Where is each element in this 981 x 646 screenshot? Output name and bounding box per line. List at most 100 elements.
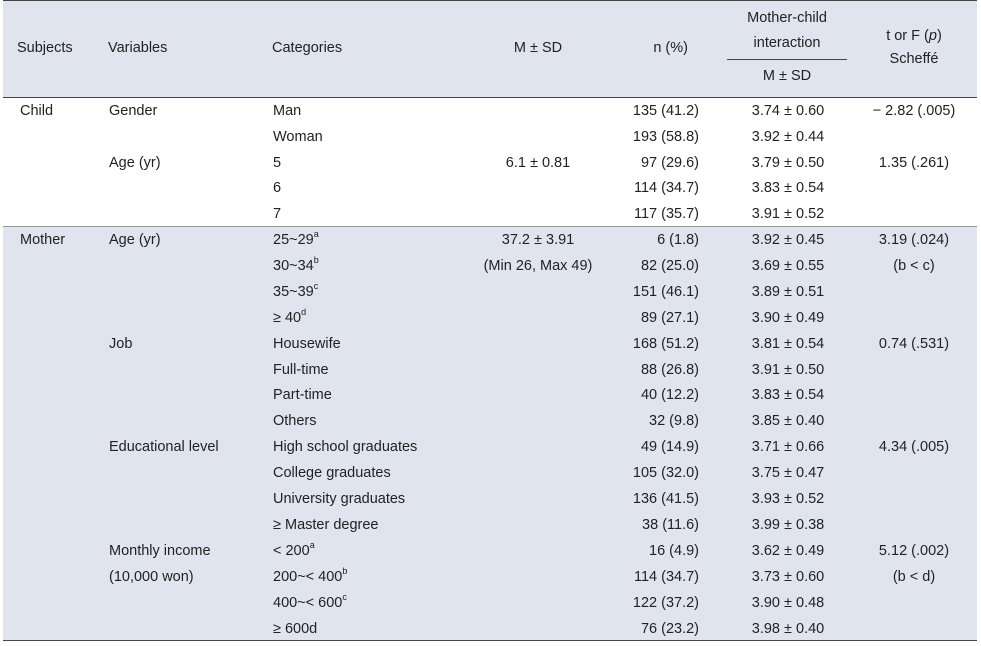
table-row: Job Housewife 168 (51.2) 3.81 ± 0.54 0.74 (.…	[3, 331, 977, 357]
table-row: Educational level High school graduates 49…	[3, 434, 977, 460]
variable-cell: Gender	[109, 103, 158, 119]
mci-cell: 3.62 ± 0.49	[751, 542, 825, 559]
category-cell: 7	[273, 201, 281, 227]
category-text: 5	[273, 154, 282, 171]
category-cell: < 200a	[273, 538, 315, 564]
variable-cell: Job	[109, 335, 133, 352]
mci-cell: 3.74 ± 0.60	[751, 103, 825, 119]
category-superscript: d	[301, 306, 307, 317]
category-cell: 200~< 400b	[273, 564, 347, 590]
mci-cell: 3.89 ± 0.51	[751, 283, 825, 300]
category-text: 6	[273, 180, 282, 197]
category-cell: College graduates	[273, 460, 391, 486]
mci-cell: 3.85 ± 0.40	[751, 413, 825, 430]
table-row: Woman 193 (58.8) 3.92 ± 0.44	[3, 124, 977, 150]
table-row: Age (yr) 5 6.1 ± 0.81 97 (29.6) 3.79 ± 0.50 1…	[3, 150, 977, 176]
category-text: 7	[273, 206, 282, 223]
category-cell: Man	[273, 98, 301, 124]
variable-cell: Age (yr)	[109, 154, 161, 171]
table-row: University graduates 136 (41.5) 3.93 ± 0.5…	[3, 486, 977, 512]
mci-cell: 3.73 ± 0.60	[751, 568, 825, 585]
mci-cell: 3.90 ± 0.49	[751, 309, 825, 326]
category-cell: ≥ Master degree	[273, 512, 378, 538]
header-mci-msd: M ± SD	[762, 68, 812, 84]
category-text: Housewife	[273, 335, 341, 352]
table-row: (10,000 won) 200~< 400b 114 (34.7) 3.73 ± 0…	[3, 564, 977, 590]
tf-cell: − 2.82 (.005)	[872, 103, 956, 119]
table-row: 400~< 600c 122 (37.2) 3.90 ± 0.48	[3, 590, 977, 616]
n-pct-cell: 82 (25.0)	[640, 257, 699, 274]
category-cell: University graduates	[273, 486, 405, 512]
category-text: < 200	[273, 542, 310, 559]
table-row: ≥ Master degree 38 (11.6) 3.99 ± 0.38	[3, 512, 977, 538]
subject-child: Child	[20, 103, 54, 119]
table-row: ≥ 600d 76 (23.2) 3.98 ± 0.40	[3, 616, 977, 642]
n-pct-cell: 97 (29.6)	[640, 154, 699, 171]
category-text: ≥ 600d	[273, 620, 318, 637]
mci-cell: 3.69 ± 0.55	[751, 257, 825, 274]
category-cell: 5	[273, 150, 281, 176]
n-pct-cell: 105 (32.0)	[632, 465, 699, 482]
category-cell: Housewife	[273, 331, 341, 357]
header-mci-line1: Mother-child	[747, 10, 827, 26]
header-mci-line2: interaction	[753, 35, 821, 51]
category-cell: High school graduates	[273, 434, 417, 460]
category-text: Full-time	[273, 361, 329, 378]
category-text: College graduates	[273, 465, 391, 482]
table-header: Subjects Variables Categories M ± SD n (…	[3, 0, 977, 98]
category-text: University graduates	[273, 491, 406, 507]
n-pct-cell: 117 (35.7)	[633, 206, 699, 223]
n-pct-cell: 88 (26.8)	[640, 361, 699, 378]
header-n-pct: n (%)	[653, 40, 688, 56]
mci-cell: 3.75 ± 0.47	[751, 465, 825, 482]
variable-cell: Educational level	[109, 439, 219, 456]
n-pct-cell: 6 (1.8)	[657, 232, 699, 248]
category-cell: Others	[273, 408, 317, 434]
table-row: ≥ 40d 89 (27.1) 3.90 ± 0.49	[3, 305, 977, 331]
category-cell: 30~34b	[273, 253, 319, 279]
child-section: Child Gender Man 135 (41.2) 3.74 ± 0.60 − 2.…	[3, 98, 977, 226]
tf-cell: 4.34 (.005)	[878, 439, 950, 456]
n-pct-cell: 76 (23.2)	[640, 620, 699, 637]
n-pct-cell: 168 (51.2)	[632, 335, 699, 352]
tf-cell: (b < c)	[893, 257, 935, 274]
n-pct-cell: 38 (11.6)	[642, 516, 699, 533]
table-row: 6 114 (34.7) 3.83 ± 0.54	[3, 175, 977, 201]
tf-cell: 5.12 (.002)	[878, 542, 950, 559]
category-cell: 400~< 600c	[273, 590, 347, 616]
category-text: High school graduates	[273, 439, 418, 456]
header-tf-line1: t or F (p)	[886, 28, 942, 44]
category-superscript: c	[313, 280, 319, 291]
n-pct-cell: 151 (46.1)	[632, 283, 699, 300]
category-superscript: a	[313, 229, 319, 240]
mci-cell: 3.98 ± 0.40	[751, 620, 825, 637]
mci-cell: 3.91 ± 0.50	[751, 361, 825, 378]
mci-cell: 3.99 ± 0.38	[751, 516, 825, 533]
category-cell: 25~29a	[273, 227, 319, 253]
table-row: 7 117 (35.7) 3.91 ± 0.52	[3, 201, 977, 227]
table-row: Others 32 (9.8) 3.85 ± 0.40	[3, 408, 977, 434]
table-row: Gender Man 135 (41.2) 3.74 ± 0.60 − 2.82 (.0…	[3, 98, 977, 124]
category-cell: Woman	[273, 124, 323, 150]
tf-cell: (b < d)	[892, 568, 936, 585]
mci-cell: 3.79 ± 0.50	[751, 154, 825, 171]
category-text: ≥ 40	[273, 309, 302, 326]
category-cell: 6	[273, 175, 281, 201]
category-text: Man	[273, 103, 302, 119]
n-pct-cell: 40 (12.2)	[640, 387, 699, 404]
header-variables: Variables	[108, 40, 168, 56]
category-cell: Full-time	[273, 357, 329, 383]
msd-cell: (Min 26, Max 49)	[483, 257, 593, 274]
table-row: Full-time 88 (26.8) 3.91 ± 0.50	[3, 357, 977, 383]
table-row: College graduates 105 (32.0) 3.75 ± 0.47	[3, 460, 977, 486]
header-categories: Categories	[272, 40, 343, 56]
n-pct-cell: 193 (58.8)	[632, 128, 699, 145]
category-cell: Part-time	[273, 382, 332, 408]
msd-cell: 6.1 ± 0.81	[505, 154, 571, 171]
category-text: Woman	[273, 128, 323, 145]
mci-cell: 3.90 ± 0.48	[751, 594, 825, 611]
category-superscript: b	[342, 565, 348, 576]
mother-section: Mother Age (yr) 25~29a 37.2 ± 3.91 6 (1.8) 3…	[3, 226, 977, 641]
mci-cell: 3.92 ± 0.44	[751, 128, 825, 145]
mci-cell: 3.93 ± 0.52	[751, 491, 825, 507]
